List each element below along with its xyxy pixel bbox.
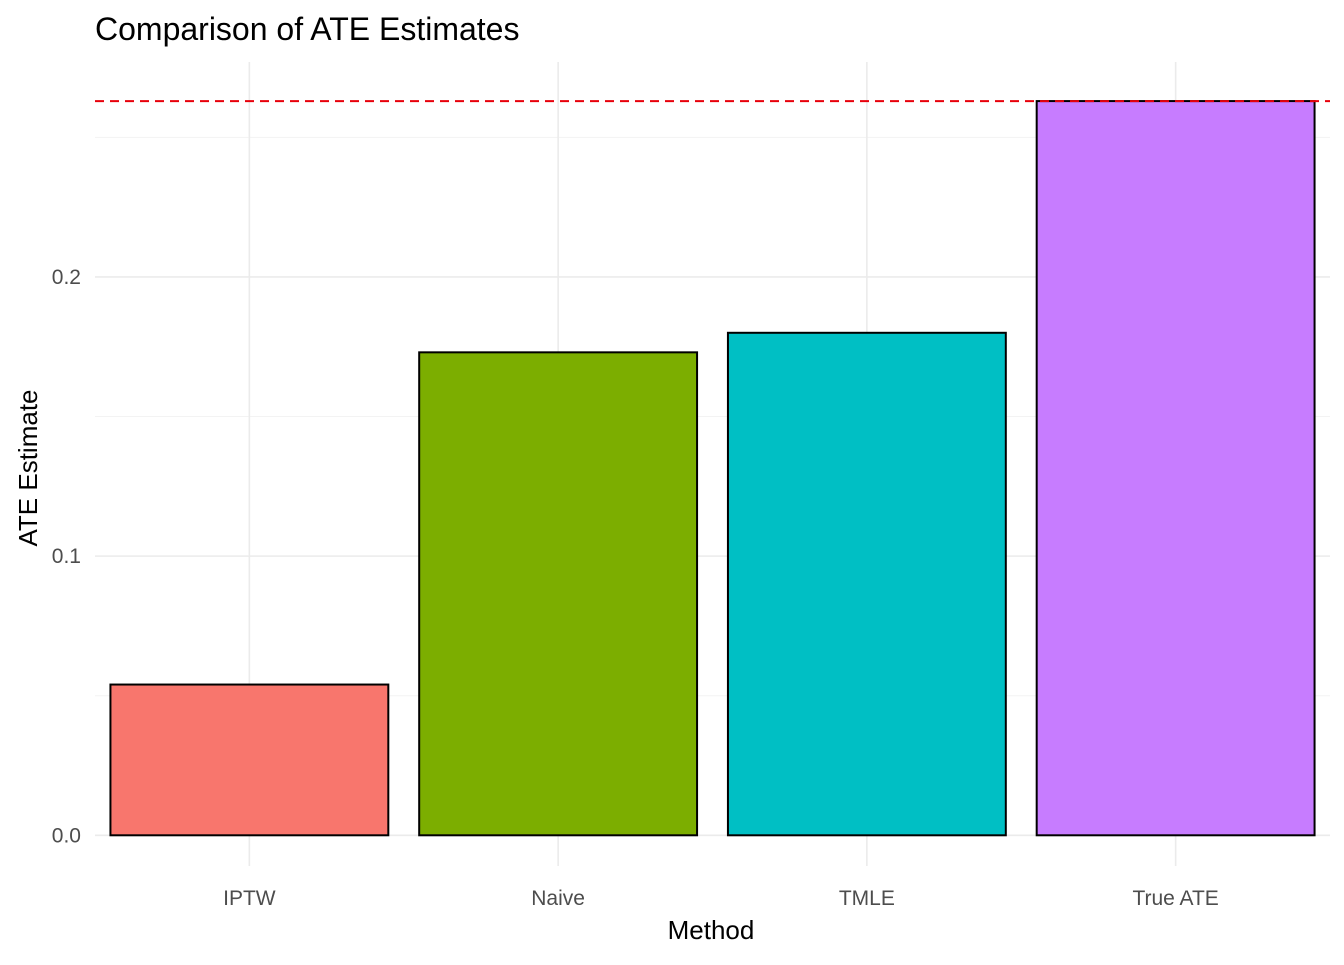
x-axis-title: Method — [668, 915, 755, 945]
y-tick-label: 0.0 — [52, 824, 81, 847]
y-axis-title: ATE Estimate — [13, 389, 43, 546]
bar-naive — [419, 352, 697, 835]
bar-iptw — [110, 685, 388, 836]
bar-tmle — [728, 333, 1006, 835]
x-tick-label: Naive — [531, 887, 585, 910]
x-tick-label: True ATE — [1132, 887, 1218, 910]
y-tick-label: 0.1 — [52, 545, 81, 568]
y-tick-label: 0.2 — [52, 266, 81, 289]
bars-layer — [110, 101, 1314, 835]
x-tick-label: TMLE — [839, 887, 895, 910]
chart-title: Comparison of ATE Estimates — [95, 11, 519, 47]
x-tick-label: IPTW — [223, 887, 276, 910]
bar-true-ate — [1037, 101, 1315, 835]
